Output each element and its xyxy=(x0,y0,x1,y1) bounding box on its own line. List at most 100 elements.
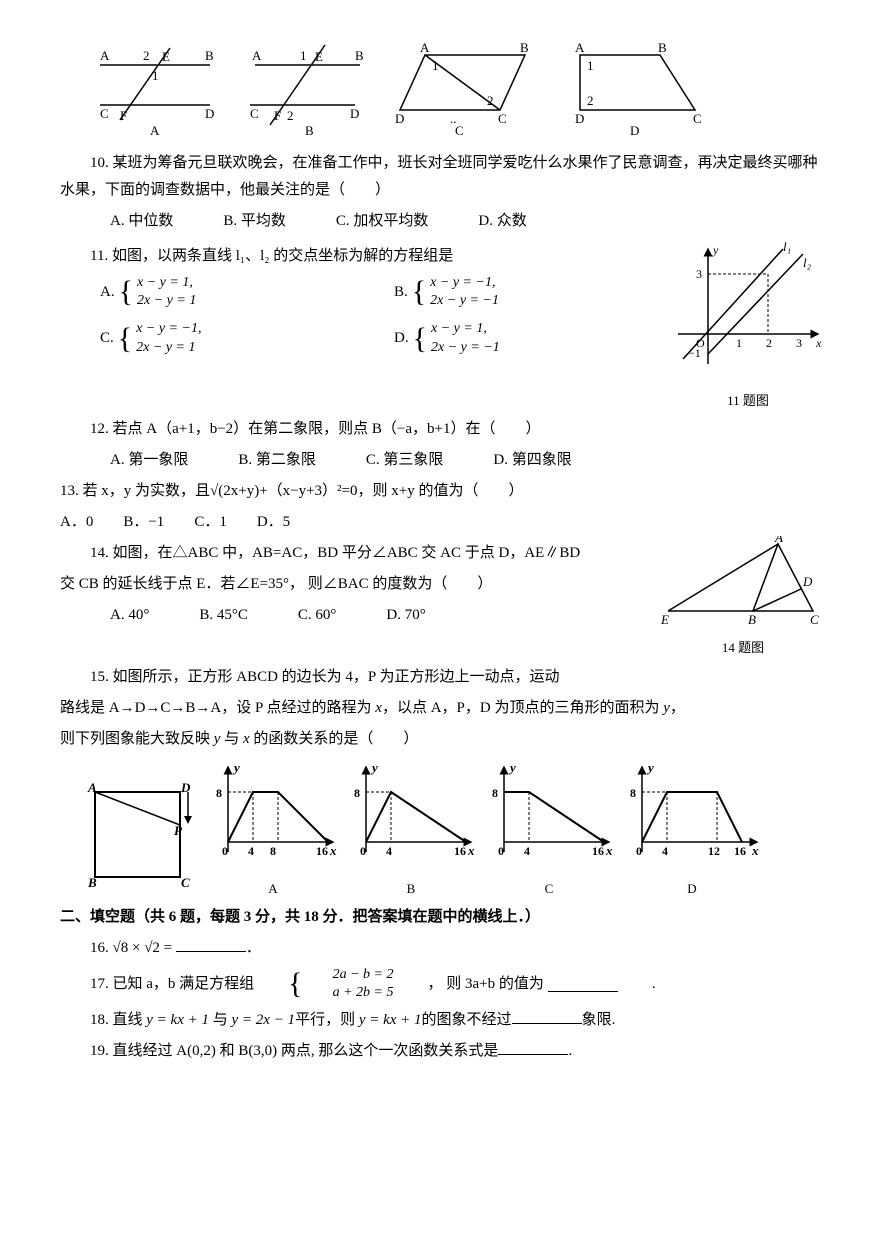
q15-diagrams: A D C B P 8 0 4 8 16 x y A xyxy=(60,757,828,900)
svg-text:B: B xyxy=(305,123,314,138)
q15-square: A D C B P xyxy=(80,780,200,900)
svg-text:0: 0 xyxy=(636,844,642,858)
svg-text:4: 4 xyxy=(386,844,392,858)
q10-choice-c: C. 加权平均数 xyxy=(336,208,429,235)
svg-text:D: D xyxy=(205,106,214,121)
svg-text:y: y xyxy=(370,760,378,775)
q15-text2: 路线是 A→D→C→B→A，设 P 点经过的路程为 x，以点 A，P，D 为顶点… xyxy=(60,695,828,722)
svg-text:1: 1 xyxy=(432,58,439,73)
q15-graph-b: 8 0 4 16 x y B xyxy=(346,757,476,900)
q12-choice-c: C. 第三象限 xyxy=(366,447,444,474)
q15-capB: B xyxy=(346,877,476,900)
q11-x2: 2 xyxy=(766,336,772,350)
q18-blank[interactable] xyxy=(512,1008,582,1024)
q17-prefix: 17. 已知 a，b 满足方程组 xyxy=(60,971,254,998)
q18-mid1: 与 xyxy=(209,1012,232,1028)
svg-text:C: C xyxy=(693,111,702,126)
q9-diagrams: A B 2 E 1 C D F A A B 1 E C D F 2 B xyxy=(60,40,828,140)
svg-text:C: C xyxy=(250,106,259,121)
svg-text:4: 4 xyxy=(248,844,254,858)
q15-capC: C xyxy=(484,877,614,900)
q15-sq-D: D xyxy=(180,780,191,795)
q10-choice-b: B. 平均数 xyxy=(223,208,286,235)
q15-t2-mid: ，以点 A，P，D 为顶点的三角形的面积为 xyxy=(382,700,663,716)
svg-text:A: A xyxy=(420,40,430,55)
q11-option-a: A. { x − y = 1,2x − y = 1 xyxy=(100,274,354,310)
svg-text:0: 0 xyxy=(222,844,228,858)
q16-prefix: 16. √8 × √2 = xyxy=(90,940,176,956)
svg-text:8: 8 xyxy=(492,786,498,800)
q15-t3-prefix: 则下列图象能大致反映 xyxy=(60,731,214,747)
q11-options: A. { x − y = 1,2x − y = 1 B. { x − y = −… xyxy=(60,274,648,357)
q10-choices: A. 中位数 B. 平均数 C. 加权平均数 D. 众数 xyxy=(60,208,828,235)
svg-text:F: F xyxy=(274,108,281,123)
q10-text: 10. 某班为筹备元旦联欢晚会，在准备工作中，班长对全班同学爱吃什么水果作了民意… xyxy=(60,150,828,204)
q11-option-b: B. { x − y = −1,2x − y = −1 xyxy=(394,274,648,310)
q13-choice-d: D．5 xyxy=(257,509,290,536)
q17: 17. 已知 a，b 满足方程组 {2a − b = 2a + 2b = 5 ，… xyxy=(60,966,828,1002)
q14-D: D xyxy=(802,574,813,589)
q17-sys1: 2a − b = 2 xyxy=(303,966,394,984)
q18: 18. 直线 y = kx + 1 与 y = 2x − 1平行，则 y = k… xyxy=(60,1007,828,1034)
svg-text:8: 8 xyxy=(354,786,360,800)
q11-l2: l₂ xyxy=(803,255,812,270)
svg-text:y: y xyxy=(508,760,516,775)
svg-text:4: 4 xyxy=(524,844,530,858)
section2-title: 二、填空题（共 6 题，每题 3 分，共 18 分．把答案填在题中的横线上．） xyxy=(60,904,828,931)
svg-text:x: x xyxy=(467,843,475,858)
q14-text1: 14. 如图，在△ABC 中，AB=AC，BD 平分∠ABC 交 AC 于点 D… xyxy=(60,540,648,567)
q17-blank[interactable] xyxy=(548,976,618,992)
q11-x: x xyxy=(815,336,822,350)
q15-capD: D xyxy=(622,877,762,900)
q9-diagram-c: A B C D 1 2 C .. xyxy=(390,40,540,140)
q13-text: 13. 若 x，y 为实数，且√(2x+y)+（x−y+3）²=0，则 x+y … xyxy=(60,478,828,505)
q11-d-eq1: x − y = 1, xyxy=(431,320,500,338)
svg-text:0: 0 xyxy=(360,844,366,858)
q12-choice-a: A. 第一象限 xyxy=(110,447,188,474)
q11-d-label: D. xyxy=(394,325,409,352)
q15-sq-P: P xyxy=(174,823,183,838)
q11-b-label: B. xyxy=(394,279,408,306)
q11-graph: O x y 1 2 3 3 −1 l₁ l₂ 11 题图 xyxy=(668,239,828,412)
q14-caption: 14 题图 xyxy=(658,636,828,659)
q15-t3-suffix: 的函数关系的是（ ） xyxy=(250,731,419,747)
q11-x1: 1 xyxy=(736,336,742,350)
q15-graph-d: 8 0 4 12 16 x y D xyxy=(622,757,762,900)
q11-text: 11. 如图，以两条直线 l₁、l₂ 的交点坐标为解的方程组是 xyxy=(60,243,648,270)
svg-text:16: 16 xyxy=(316,844,328,858)
q18-mid3: 的图象不经过 xyxy=(422,1012,512,1028)
svg-text:x: x xyxy=(751,843,759,858)
q19-blank[interactable] xyxy=(498,1039,568,1055)
q17-suffix: . xyxy=(622,971,656,998)
svg-text:A: A xyxy=(575,40,585,55)
q14-choice-b: B. 45°C xyxy=(199,602,248,629)
q9-diagram-b: A B 1 E C D F 2 B xyxy=(240,40,370,140)
q19-suffix: . xyxy=(568,1043,572,1059)
q19: 19. 直线经过 A(0,2) 和 B(3,0) 两点, 那么这个一次函数关系式… xyxy=(60,1038,828,1065)
svg-text:D: D xyxy=(395,111,404,126)
q11-y: y xyxy=(712,243,719,257)
svg-text:B: B xyxy=(205,48,214,63)
q11-y3: 3 xyxy=(696,267,702,281)
svg-text:16: 16 xyxy=(734,844,746,858)
q11-b-eq2: 2x − y = −1 xyxy=(430,292,499,310)
q13-choices: A．0 B．−1 C．1 D．5 xyxy=(60,509,828,536)
q14-choices: A. 40° B. 45°C C. 60° D. 70° xyxy=(60,602,648,629)
svg-text:y: y xyxy=(646,760,654,775)
q11-c-eq1: x − y = −1, xyxy=(136,320,201,338)
q18-suffix: 象限. xyxy=(582,1012,616,1028)
q18-eq3: y = kx + 1 xyxy=(359,1012,422,1028)
q16-blank[interactable] xyxy=(176,936,246,952)
q14-choice-c: C. 60° xyxy=(298,602,337,629)
q18-eq2: y = 2x − 1 xyxy=(232,1012,296,1028)
q14-C: C xyxy=(810,612,819,626)
q14-diagram: A B C D E 14 题图 xyxy=(658,536,828,659)
svg-text:D: D xyxy=(575,111,584,126)
q11-option-c: C. { x − y = −1,2x − y = 1 xyxy=(100,320,354,356)
svg-text:0: 0 xyxy=(498,844,504,858)
q15-t3-mid: 与 xyxy=(220,731,243,747)
q12-text: 12. 若点 A（a+1，b−2）在第二象限，则点 B（−a，b+1）在（ ） xyxy=(60,416,828,443)
svg-text:1: 1 xyxy=(587,58,594,73)
q11-c-eq2: 2x − y = 1 xyxy=(136,339,201,357)
q9-diagram-d: A B C D 1 2 D xyxy=(560,40,710,140)
